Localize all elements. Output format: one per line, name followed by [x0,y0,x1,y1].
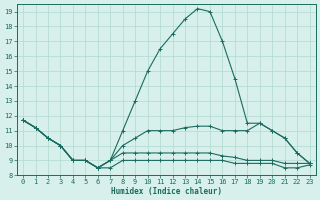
X-axis label: Humidex (Indice chaleur): Humidex (Indice chaleur) [111,187,222,196]
